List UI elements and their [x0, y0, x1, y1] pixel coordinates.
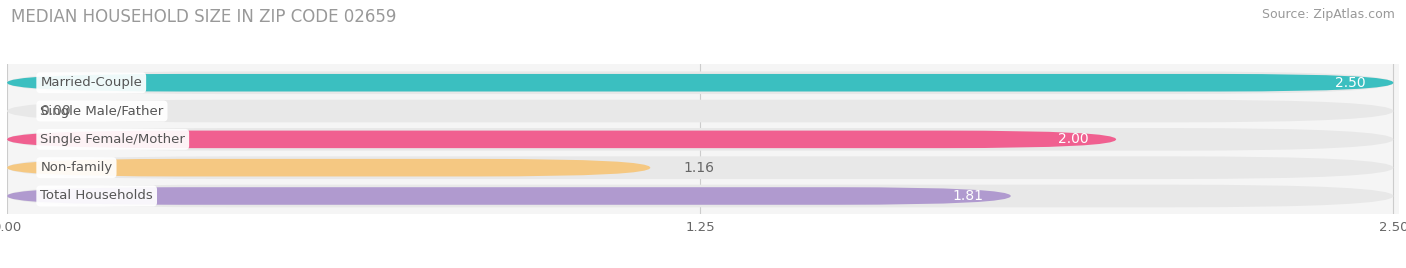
- Text: Source: ZipAtlas.com: Source: ZipAtlas.com: [1261, 8, 1395, 21]
- FancyBboxPatch shape: [7, 131, 1116, 148]
- Text: MEDIAN HOUSEHOLD SIZE IN ZIP CODE 02659: MEDIAN HOUSEHOLD SIZE IN ZIP CODE 02659: [11, 8, 396, 26]
- Text: Single Female/Mother: Single Female/Mother: [41, 133, 186, 146]
- Text: 1.81: 1.81: [952, 189, 983, 203]
- FancyBboxPatch shape: [7, 100, 1393, 122]
- FancyBboxPatch shape: [7, 187, 1011, 205]
- FancyBboxPatch shape: [7, 71, 1393, 94]
- Text: Total Households: Total Households: [41, 189, 153, 203]
- Text: Single Male/Father: Single Male/Father: [41, 105, 163, 118]
- Text: 2.50: 2.50: [1336, 76, 1365, 90]
- FancyBboxPatch shape: [7, 128, 1393, 151]
- Text: 1.16: 1.16: [683, 161, 714, 175]
- FancyBboxPatch shape: [7, 185, 1393, 207]
- Text: 2.00: 2.00: [1057, 132, 1088, 146]
- Text: Married-Couple: Married-Couple: [41, 76, 142, 89]
- FancyBboxPatch shape: [7, 159, 651, 176]
- FancyBboxPatch shape: [7, 156, 1393, 179]
- Text: 0.00: 0.00: [41, 104, 70, 118]
- Text: Non-family: Non-family: [41, 161, 112, 174]
- FancyBboxPatch shape: [7, 74, 1393, 91]
